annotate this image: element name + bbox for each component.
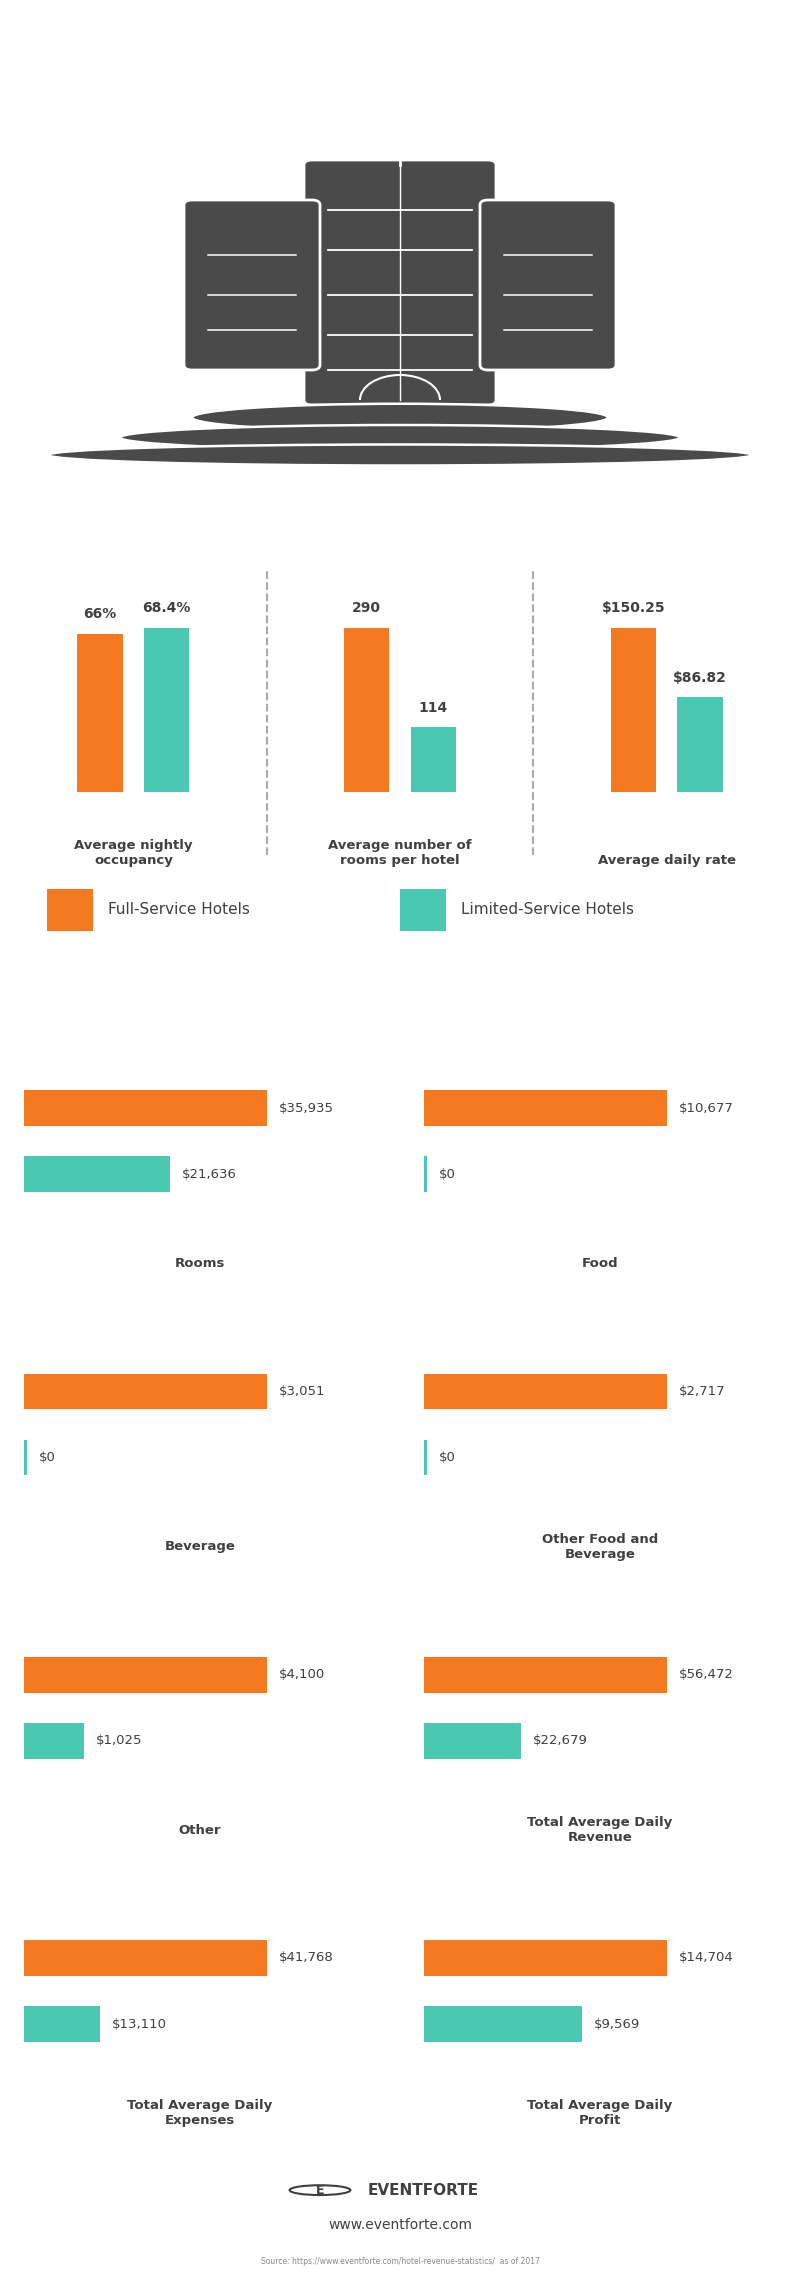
Text: Beverage: Beverage	[165, 1539, 235, 1553]
Text: Other Food and
Beverage: Other Food and Beverage	[542, 1533, 658, 1560]
FancyBboxPatch shape	[24, 1439, 26, 1476]
Text: $0: $0	[438, 1451, 455, 1464]
FancyBboxPatch shape	[424, 1439, 426, 1476]
FancyBboxPatch shape	[424, 1940, 666, 1976]
FancyBboxPatch shape	[480, 200, 616, 371]
Text: $14,704: $14,704	[678, 1951, 733, 1965]
Text: $3,051: $3,051	[278, 1385, 325, 1399]
Text: $22,679: $22,679	[533, 1735, 588, 1746]
Text: E: E	[316, 2183, 324, 2197]
Text: $4,100: $4,100	[278, 1669, 325, 1680]
FancyBboxPatch shape	[78, 634, 122, 791]
FancyBboxPatch shape	[24, 1373, 266, 1410]
Text: Hotel Statistics: Hotel Statistics	[268, 518, 532, 548]
FancyBboxPatch shape	[424, 1373, 666, 1410]
Ellipse shape	[120, 425, 680, 450]
FancyBboxPatch shape	[424, 1724, 522, 1758]
FancyBboxPatch shape	[410, 728, 456, 791]
FancyBboxPatch shape	[184, 200, 320, 371]
Text: $56,472: $56,472	[678, 1669, 734, 1680]
FancyBboxPatch shape	[144, 628, 190, 791]
Text: $41,768: $41,768	[278, 1951, 333, 1965]
FancyBboxPatch shape	[610, 628, 656, 791]
Text: 68.4%: 68.4%	[142, 600, 191, 616]
Text: Total Average Daily
Expenses: Total Average Daily Expenses	[127, 2099, 273, 2128]
Text: Average nightly
occupancy: Average nightly occupancy	[74, 839, 193, 866]
FancyBboxPatch shape	[24, 2006, 100, 2042]
FancyBboxPatch shape	[24, 1658, 266, 1692]
Text: 66%: 66%	[83, 607, 117, 621]
Text: $150.25: $150.25	[602, 600, 665, 616]
FancyBboxPatch shape	[424, 2006, 582, 2042]
Text: Full-Service Hotels: Full-Service Hotels	[108, 903, 250, 916]
Text: Average number of
rooms per hotel: Average number of rooms per hotel	[328, 839, 472, 866]
Text: $21,636: $21,636	[182, 1169, 237, 1180]
Text: $1,025: $1,025	[96, 1735, 142, 1746]
Text: Source: https://www.eventforte.com/hotel-revenue-statistics/  as of 2017: Source: https://www.eventforte.com/hotel…	[261, 2256, 539, 2265]
FancyBboxPatch shape	[424, 1658, 666, 1692]
Text: EVENTFORTE: EVENTFORTE	[368, 2183, 479, 2197]
Ellipse shape	[192, 405, 608, 432]
Text: Total Average Daily
Revenue: Total Average Daily Revenue	[527, 1817, 673, 1844]
FancyBboxPatch shape	[24, 1724, 84, 1758]
FancyBboxPatch shape	[678, 698, 722, 791]
FancyBboxPatch shape	[424, 1089, 666, 1126]
FancyBboxPatch shape	[46, 889, 93, 930]
Text: Total Average Daily
Profit: Total Average Daily Profit	[527, 2099, 673, 2128]
Text: $86.82: $86.82	[673, 671, 727, 684]
FancyBboxPatch shape	[400, 889, 446, 930]
Text: Average daily rate: Average daily rate	[598, 855, 736, 866]
FancyBboxPatch shape	[304, 159, 496, 405]
Text: $10,677: $10,677	[678, 1101, 734, 1114]
Text: www.eventforte.com: www.eventforte.com	[328, 2217, 472, 2233]
FancyBboxPatch shape	[24, 1940, 266, 1976]
Text: Average Hotel Revenue Statistics (Per Day): Average Hotel Revenue Statistics (Per Da…	[77, 962, 723, 989]
FancyBboxPatch shape	[24, 1089, 266, 1126]
Text: 290: 290	[352, 600, 381, 616]
Text: $0: $0	[438, 1169, 455, 1180]
Text: 114: 114	[418, 700, 448, 714]
FancyBboxPatch shape	[344, 628, 390, 791]
Ellipse shape	[48, 443, 752, 466]
Text: $0: $0	[38, 1451, 55, 1464]
Text: $9,569: $9,569	[594, 2017, 640, 2031]
Text: Hotel Revenue Statistics: Hotel Revenue Statistics	[113, 34, 687, 77]
Text: $35,935: $35,935	[278, 1101, 334, 1114]
Text: Food: Food	[582, 1258, 618, 1271]
FancyBboxPatch shape	[424, 1157, 426, 1192]
Text: Rooms: Rooms	[175, 1258, 225, 1271]
Text: Limited-Service Hotels: Limited-Service Hotels	[462, 903, 634, 916]
Text: $13,110: $13,110	[112, 2017, 166, 2031]
FancyBboxPatch shape	[24, 1157, 170, 1192]
Text: $2,717: $2,717	[678, 1385, 725, 1399]
Text: Other: Other	[178, 1824, 222, 1837]
